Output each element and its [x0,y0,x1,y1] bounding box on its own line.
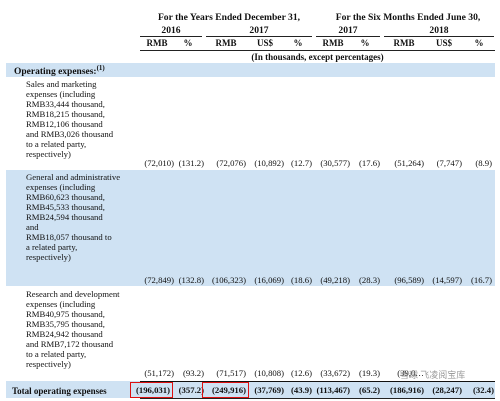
value-cell: (132.8) [178,275,204,285]
value-cell: (51,264) [394,158,424,168]
value-cell: (93.2) [183,368,204,378]
col-label: % [474,38,484,48]
total-value-cell: (28,247) [432,385,462,395]
value-cell: (12.7) [291,158,312,168]
value-cell: (17.6) [359,158,380,168]
value-cell: (72,849) [144,275,174,285]
units-note: (In thousands, except percentages) [251,52,384,62]
value-cell: (28.3) [359,275,380,285]
col-label: US$ [256,38,273,48]
value-cell: (7,747) [436,158,462,168]
total-top-rule [140,381,495,382]
total-bottom-rule [140,398,495,399]
columns-rule [140,50,495,51]
total-value-cell: (196,031) [135,385,170,395]
header-rule-3 [316,36,380,37]
total-value-cell: (32.4) [473,385,494,395]
years-header: For the Years Ended December 31, [157,12,301,23]
value-cell: (96,589) [394,275,424,285]
six-months-header: For the Six Months Ended June 30, [335,12,481,23]
highlight-box-2016 [130,382,173,398]
value-cell: (71,517) [216,368,246,378]
col-label: % [360,38,370,48]
value-cell: (18.6) [291,275,312,285]
general-admin-band [6,170,495,286]
value-cell: (8.9) [475,158,492,168]
total-value-cell: (65.2) [359,385,380,395]
total-value-cell: (249,916) [211,385,246,395]
watermark: 雪球 飞凌阅宝库 [400,370,466,380]
value-cell: (39,0… [397,368,424,378]
value-cell: (51,172) [144,368,174,378]
value-cell: (72,076) [216,158,246,168]
value-cell: (10,892) [254,158,284,168]
total-value-cell: (43.9) [291,385,312,395]
value-cell: (16,069) [254,275,284,285]
year-2017: 2017 [249,25,269,36]
total-band [6,381,495,398]
value-cell: (30,577) [320,158,350,168]
header-rule-1 [140,36,202,37]
col-label: RMB [322,38,344,48]
col-label: US$ [435,38,452,48]
col-label: RMB [146,38,168,48]
highlight-box-2017 [202,382,249,398]
year-2017-six: 2017 [338,25,358,36]
year-2018-six: 2018 [429,25,449,36]
value-cell: (49,218) [320,275,350,285]
sales-marketing-description: Sales and marketing expenses (including … [26,79,114,159]
col-label: % [293,38,303,48]
value-cell: (12.6) [291,368,312,378]
value-cell: (106,323) [211,275,246,285]
total-label: Total operating expenses [12,386,107,396]
general-admin-description: General and administrative expenses (inc… [26,172,121,262]
value-cell: (16.7) [471,275,492,285]
value-cell: (72,010) [144,158,174,168]
value-cell: (19.3) [359,368,380,378]
total-value-cell: (37,769) [254,385,284,395]
value-cell: (33,672) [320,368,350,378]
header-rule-2 [206,36,312,37]
total-value-cell: (357.2) [178,385,204,395]
col-label: RMB [393,38,415,48]
research-dev-description: Research and development expenses (inclu… [26,289,120,369]
section-band [6,63,495,77]
operating-expenses-title: Operating expenses:(1) [14,64,105,78]
col-label: % [183,38,193,48]
value-cell: (10,808) [254,368,284,378]
value-cell: (14,597) [432,275,462,285]
value-cell: (131.2) [178,158,204,168]
col-label: RMB [215,38,237,48]
total-value-cell: (113,467) [316,385,350,395]
total-value-cell: (186,916) [389,385,424,395]
year-2016: 2016 [161,25,181,36]
header-rule-4 [384,36,494,37]
